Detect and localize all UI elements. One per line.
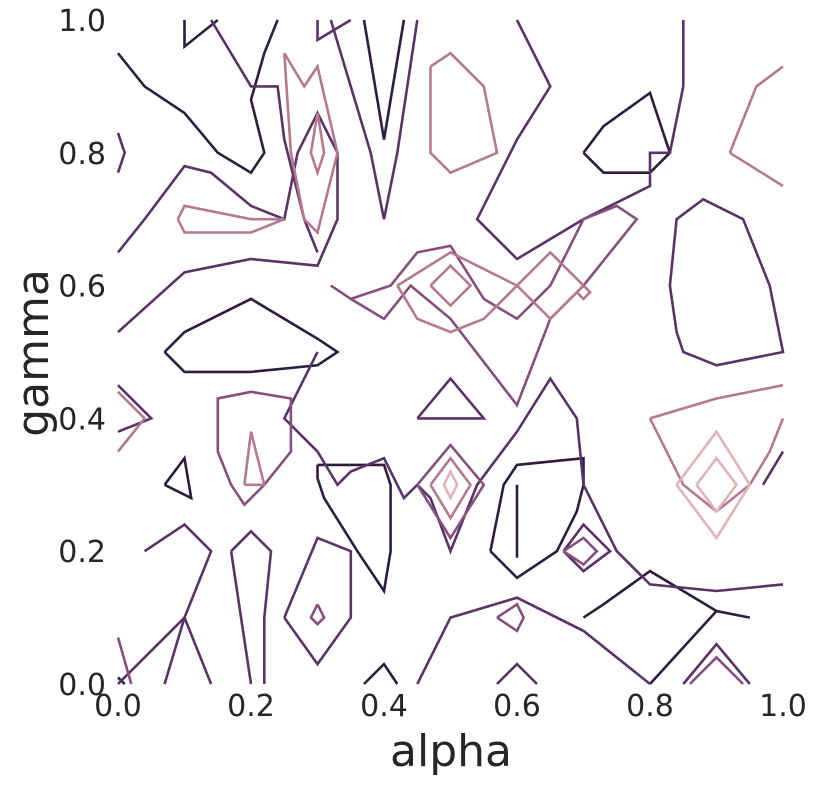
contour-line-level-4	[176, 204, 285, 234]
contour-line-level-4	[429, 263, 473, 308]
contour-line-level-5	[442, 468, 459, 501]
contour-line-level-2	[116, 132, 127, 174]
y-tick-label: 0.4	[58, 402, 106, 437]
contour-line-level-1	[489, 456, 585, 580]
y-tick-label: 0.8	[58, 137, 106, 172]
contour-line-level-4	[283, 52, 339, 236]
contour-line-level-3	[416, 442, 486, 541]
contour-line-level-3	[116, 637, 133, 685]
contour-line-level-4	[396, 250, 586, 334]
contour-line-level-4	[116, 390, 147, 453]
contour-line-level-1	[582, 569, 751, 685]
contour-line-level-2	[143, 522, 213, 685]
contour-line-level-4	[309, 112, 326, 177]
x-tick-label: 0.2	[227, 689, 275, 724]
contour-line-level-2	[496, 662, 538, 685]
contour-line-level-2	[230, 529, 273, 684]
y-tick-label: 0.2	[58, 535, 106, 570]
contour-line-level-2	[282, 351, 784, 593]
x-axis-label: alpha	[390, 726, 512, 777]
contour-line-level-4	[429, 456, 473, 521]
contour-line-level-2	[117, 615, 213, 685]
contour-line-level-4	[574, 284, 592, 301]
contour-line-level-2	[316, 18, 352, 43]
y-tick-label: 0.0	[58, 668, 106, 703]
contour-line-level-1	[316, 463, 392, 595]
x-tick-label: 1.0	[759, 689, 807, 724]
y-axis-label: gamma	[8, 269, 59, 437]
x-tick-label: 0.0	[94, 689, 142, 724]
contour-line-level-2	[117, 384, 154, 433]
contour-line-level-5	[675, 429, 752, 541]
contour-line-level-2	[682, 642, 751, 685]
contour-line-level-4	[649, 383, 784, 420]
contour-line-level-1	[363, 662, 399, 685]
contour-line-level-2	[761, 450, 785, 486]
contour-line-level-4	[728, 65, 784, 154]
x-tick-label: 0.4	[360, 689, 408, 724]
contour-line-level-3	[216, 390, 293, 507]
contour-line-level-3	[309, 603, 326, 627]
contour-line-level-4	[729, 151, 784, 188]
contour-lines	[116, 18, 785, 686]
contour-line-level-2	[416, 376, 487, 420]
contour-line-level-2	[668, 197, 785, 367]
contour-line-level-3	[496, 602, 526, 633]
contour-line-level-4	[429, 51, 499, 175]
contour-line-level-1	[582, 90, 672, 174]
contour-line-level-5	[695, 456, 739, 514]
y-tick-label: 0.6	[58, 270, 106, 305]
x-tick-label: 0.6	[493, 689, 541, 724]
contour-line-level-3	[688, 655, 745, 685]
contour-line-level-4	[648, 417, 785, 514]
contour-line-level-1	[163, 454, 193, 501]
y-tick-labels: 0.0 0.2 0.4 0.6 0.8 1.0	[58, 4, 106, 703]
contour-line-level-1	[163, 297, 340, 374]
contour-line-level-3	[330, 204, 639, 408]
contour-line-level-1	[183, 18, 219, 50]
x-tick-label: 0.8	[626, 689, 674, 724]
contour-line-level-2	[562, 522, 613, 573]
x-tick-labels: 0.0 0.2 0.4 0.6 0.8 1.0	[94, 689, 807, 724]
contour-line-level-2	[116, 110, 339, 334]
contour-line-level-2	[283, 536, 353, 667]
contour-line-level-4	[243, 431, 266, 487]
y-tick-label: 1.0	[58, 4, 106, 39]
contour-line-level-1	[116, 19, 279, 175]
contour-line-level-2	[416, 596, 651, 686]
contour-line-level-2	[229, 551, 253, 685]
contour-line-level-3	[562, 536, 599, 567]
contour-line-level-2	[329, 19, 419, 220]
contour-line-level-2	[209, 19, 319, 253]
contour-line-level-1	[362, 19, 406, 140]
